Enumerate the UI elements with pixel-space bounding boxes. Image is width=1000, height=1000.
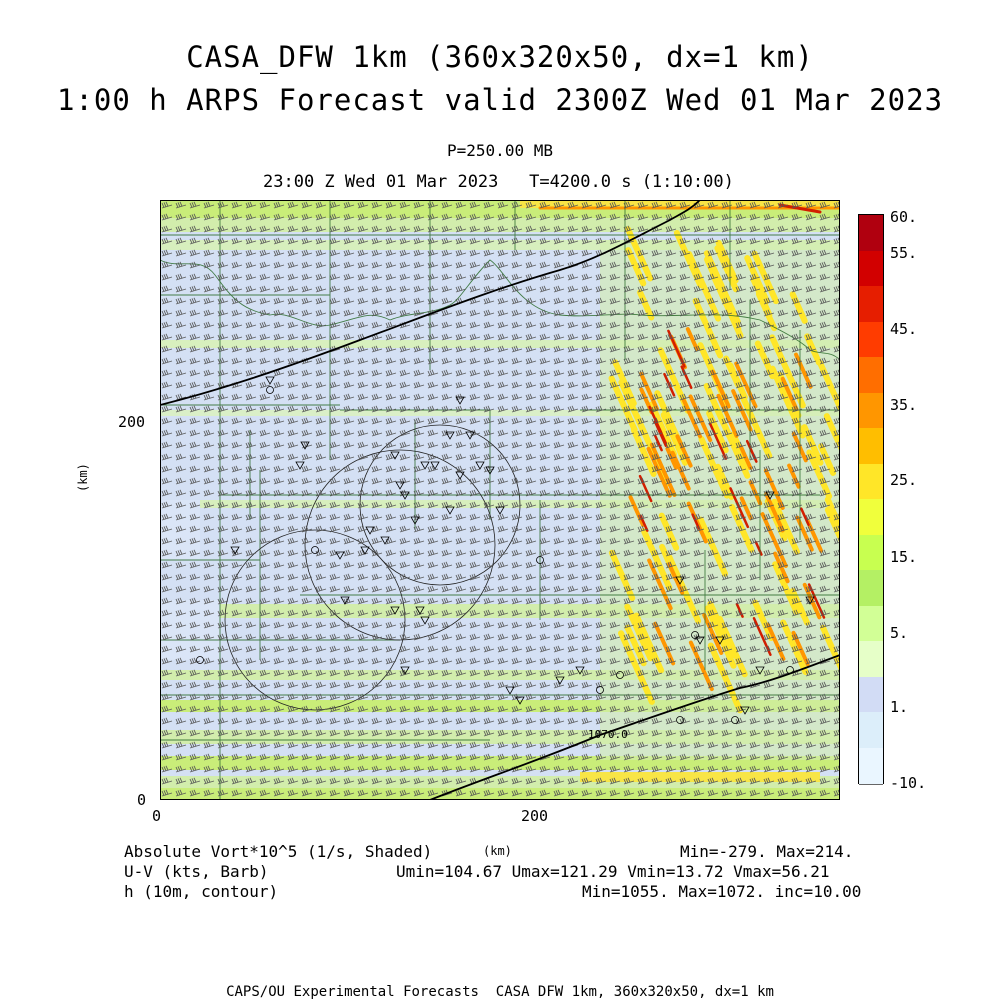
- colorbar-label: 15.: [890, 548, 918, 566]
- colorbar-segment: [859, 712, 883, 749]
- station-markers: [196, 376, 815, 724]
- station-triangle: [695, 636, 705, 645]
- station-triangle: [230, 546, 240, 555]
- station-triangle: [445, 506, 455, 515]
- colorbar-segment: [859, 250, 883, 288]
- contour-label: 1070.0: [588, 728, 628, 741]
- station-triangle: [335, 551, 345, 560]
- station-circle: [311, 546, 319, 554]
- colorbar-segment: [859, 428, 883, 465]
- barb-field-label: U-V (kts, Barb): [124, 862, 269, 881]
- station-triangle: [575, 666, 585, 675]
- pressure-level: P=250.00 MB: [447, 141, 553, 160]
- colorbar-segment: [859, 570, 883, 607]
- colorbar-segment: [859, 499, 883, 536]
- shaded-field-label: Absolute Vort*10^5 (1/s, Shaded): [124, 842, 433, 861]
- station-triangle: [420, 616, 430, 625]
- colorbar-label: 5.: [890, 624, 909, 642]
- y-tick-0: 0: [137, 791, 147, 809]
- forecast-title: 1:00 h ARPS Forecast valid 2300Z Wed 01 …: [56, 83, 944, 117]
- x-tick-0: 0: [152, 807, 162, 825]
- colorbar-segment: [859, 676, 883, 714]
- x-axis-unit: (km): [483, 844, 512, 858]
- station-triangle: [410, 516, 420, 525]
- station-circle: [596, 686, 604, 694]
- vorticity-range: Min=-279. Max=214.: [680, 842, 854, 861]
- station-triangle: [265, 376, 275, 385]
- station-circle: [536, 556, 544, 564]
- colorbar-segment: [859, 215, 883, 252]
- height-range: Min=1055. Max=1072. inc=10.00: [582, 882, 862, 901]
- station-triangle: [485, 466, 495, 475]
- station-triangle: [715, 636, 725, 645]
- station-triangle: [380, 536, 390, 545]
- height-contour-upper: [160, 200, 701, 406]
- colorbar-segment: [859, 747, 883, 785]
- station-circle: [616, 671, 624, 679]
- colorbar-segment: [859, 534, 883, 572]
- station-triangle: [390, 606, 400, 615]
- station-triangle: [675, 576, 685, 585]
- valid-time: 23:00 Z Wed 01 Mar 2023 T=4200.0 s (1:10…: [263, 172, 734, 192]
- colorbar-segment: [859, 605, 883, 643]
- y-tick-200: 200: [118, 413, 146, 431]
- station-triangle: [300, 441, 310, 450]
- station-circle: [266, 386, 274, 394]
- station-triangle: [805, 596, 815, 605]
- station-circle: [731, 716, 739, 724]
- colorbar-segment: [859, 357, 883, 394]
- wind-barbs: [160, 200, 840, 800]
- station-triangle: [430, 461, 440, 470]
- colorbar-label: 60.: [890, 208, 918, 226]
- station-triangle: [455, 471, 465, 480]
- station-triangle: [740, 706, 750, 715]
- colorbar-segment: [859, 641, 883, 678]
- colorbar-label: -10.: [890, 774, 927, 792]
- map-plot: 1070.0: [160, 200, 840, 800]
- colorbar-label: 25.: [890, 471, 918, 489]
- colorbar-segment: [859, 286, 883, 323]
- colorbar-segment: [859, 321, 883, 359]
- station-triangle: [400, 491, 410, 500]
- station-triangle: [515, 696, 525, 705]
- station-triangle: [555, 676, 565, 685]
- colorbar-label: 35.: [890, 396, 918, 414]
- station-triangle: [340, 596, 350, 605]
- station-triangle: [365, 526, 375, 535]
- station-triangle: [420, 461, 430, 470]
- station-triangle: [360, 546, 370, 555]
- y-axis-unit: (km): [76, 463, 90, 492]
- station-triangle: [445, 431, 455, 440]
- station-triangle: [765, 491, 775, 500]
- station-circle: [676, 716, 684, 724]
- colorbar-label: 45.: [890, 320, 918, 338]
- station-triangle: [400, 666, 410, 675]
- plot-frame: [160, 200, 840, 800]
- station-triangle: [505, 686, 515, 695]
- station-triangle: [415, 606, 425, 615]
- colorbar-segment: [859, 392, 883, 430]
- wind-range: Umin=104.67 Umax=121.29 Vmin=13.72 Vmax=…: [396, 862, 830, 881]
- colorbar-label: 55.: [890, 244, 918, 262]
- height-contour-lower: [429, 654, 840, 800]
- credit-line: CAPS/OU Experimental Forecasts CASA DFW …: [226, 984, 774, 1000]
- station-triangle: [475, 461, 485, 470]
- colorbar-segment: [859, 463, 883, 501]
- plot-title: CASA_DFW 1km (360x320x50, dx=1 km): [186, 40, 814, 74]
- station-triangle: [395, 481, 405, 490]
- station-circle: [691, 631, 699, 639]
- x-tick-200: 200: [521, 807, 549, 825]
- station-triangle: [295, 461, 305, 470]
- station-circle: [786, 666, 794, 674]
- station-triangle: [455, 396, 465, 405]
- colorbar-label: 1.: [890, 698, 909, 716]
- station-triangle: [755, 666, 765, 675]
- contour-field-label: h (10m, contour): [124, 882, 279, 901]
- station-triangle: [495, 506, 505, 515]
- station-triangle: [390, 451, 400, 460]
- colorbar: [858, 214, 884, 785]
- station-triangle: [465, 431, 475, 440]
- station-circle: [196, 656, 204, 664]
